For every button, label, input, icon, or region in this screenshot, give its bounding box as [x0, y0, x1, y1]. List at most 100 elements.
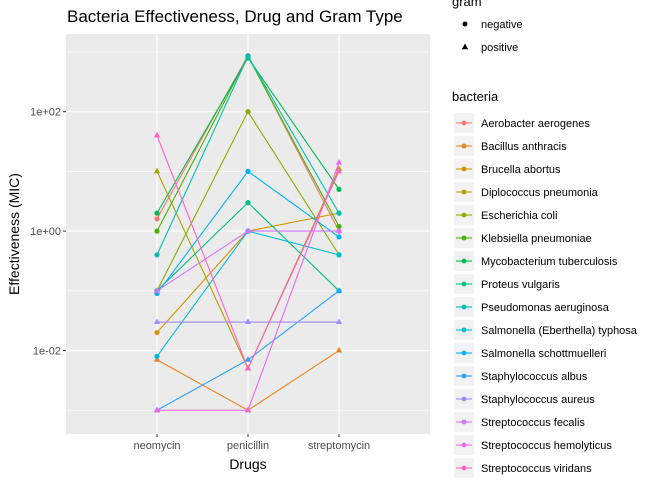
- legend-item-label: Salmonella (Eberthella) typhosa: [481, 325, 638, 337]
- data-point: [153, 356, 161, 362]
- legend-item: Mycobacterium tuberculosis: [454, 251, 618, 271]
- data-point: [245, 200, 251, 206]
- legend-key-point: [461, 235, 467, 241]
- x-tick-label: penicillin: [227, 440, 269, 452]
- legend-gram-positive-label: positive: [481, 42, 518, 54]
- legend-item-label: Proteus vulgaris: [481, 279, 560, 291]
- data-point: [336, 210, 342, 216]
- data-point: [335, 227, 343, 234]
- legend-item: Staphylococcus aureus: [454, 389, 595, 409]
- data-point: [153, 406, 161, 413]
- legend-item-label: Streptococcus fecalis: [481, 417, 585, 429]
- data-point: [245, 168, 251, 174]
- legend-item: Streptococcus hemolyticus: [454, 435, 612, 455]
- legend-item-label: Salmonella schottmuelleri: [481, 348, 606, 360]
- data-point: [154, 216, 160, 222]
- legend-key-point: [461, 258, 467, 264]
- data-point: [153, 167, 161, 174]
- legend-key-point: [461, 143, 467, 149]
- legend-key-point: [461, 281, 467, 287]
- legend-item: Brucella abortus: [454, 159, 561, 179]
- data-point: [336, 223, 342, 229]
- y-axis-label: Effectiveness (MIC): [6, 173, 22, 295]
- legend-item-label: Klebsiella pneumoniae: [481, 233, 592, 245]
- data-point: [153, 287, 161, 293]
- series-pseudomonas-aeruginosa: [154, 53, 342, 258]
- legend-gram-positive-key: [461, 43, 469, 50]
- legend-item-label: Diplococcus pneumonia: [481, 187, 599, 199]
- series-streptococcus-fecalis: [153, 227, 343, 293]
- legend-item-label: Staphylococcus albus: [481, 371, 588, 383]
- data-point: [244, 356, 252, 362]
- data-point: [335, 287, 343, 293]
- axes-layer: 1e-02 1e+00 1e+02 neomycin penicillin strepto…: [30, 107, 370, 452]
- series-staphylococcus-aureus: [153, 318, 343, 325]
- legend-gram-negative-label: negative: [481, 19, 523, 31]
- legend-key-point: [461, 189, 467, 195]
- data-point: [245, 109, 251, 115]
- legend-key-point: [461, 419, 467, 425]
- data-point: [153, 131, 161, 138]
- legend-key-point: [461, 120, 467, 126]
- data-point: [154, 252, 160, 258]
- legend-item-label: Escherichia coli: [481, 210, 557, 222]
- data-point: [335, 346, 343, 353]
- data-point: [336, 252, 342, 258]
- data-point: [154, 210, 160, 216]
- legend-bacteria-title: bacteria: [452, 89, 499, 104]
- legend-item-label: Bacillus anthracis: [481, 141, 567, 153]
- data-point: [336, 234, 342, 240]
- series-streptococcus-hemolyticus: [153, 159, 343, 413]
- legend-item: Diplococcus pneumonia: [454, 182, 599, 202]
- legend-item: Staphylococcus albus: [454, 366, 588, 386]
- legend-item: Pseudomonas aeruginosa: [454, 297, 610, 317]
- legend-item-label: Streptococcus hemolyticus: [481, 440, 612, 452]
- legend-item: Klebsiella pneumoniae: [454, 228, 592, 248]
- legend-key-point: [461, 327, 467, 333]
- legend-item: Escherichia coli: [454, 205, 557, 225]
- y-tick-label: 1e+00: [30, 226, 61, 238]
- legend-gram-negative-key: [462, 21, 468, 27]
- data-point: [335, 159, 343, 165]
- data-point: [154, 329, 160, 336]
- legend-item: Aerobacter aerogenes: [454, 113, 590, 133]
- data-point: [335, 318, 343, 325]
- legend-item: Salmonella schottmuelleri: [454, 343, 606, 363]
- y-tick-label: 1e-02: [33, 346, 61, 358]
- legend-item: Bacillus anthracis: [454, 136, 567, 156]
- legend-gram-title: gram: [452, 0, 482, 9]
- x-tick-label: streptomycin: [308, 440, 370, 452]
- legend-key-point: [461, 166, 467, 172]
- series-salmonella-schottmuelleri: [154, 168, 342, 297]
- legend-item: Streptococcus fecalis: [454, 412, 585, 432]
- legend-key-point: [461, 442, 467, 448]
- legend-item-label: Brucella abortus: [481, 164, 561, 176]
- chart-title: Bacteria Effectiveness, Drug and Gram Ty…: [67, 7, 403, 26]
- data-point: [154, 353, 160, 359]
- x-tick-label: neomycin: [133, 440, 180, 452]
- legend-item: Streptococcus viridans: [454, 458, 592, 478]
- legend-bacteria: bacteria Aerobacter aerogenes Bacillus an…: [452, 89, 638, 478]
- legend-key-point: [461, 304, 467, 310]
- legend-item-label: Mycobacterium tuberculosis: [481, 256, 618, 268]
- legend-key-point: [461, 350, 467, 356]
- data-point: [244, 364, 252, 371]
- legend-item-label: Pseudomonas aeruginosa: [481, 302, 610, 314]
- series-layer: [153, 52, 343, 413]
- legend-item: Proteus vulgaris: [454, 274, 560, 294]
- legend-item: Salmonella (Eberthella) typhosa: [454, 320, 638, 340]
- data-point: [244, 406, 252, 413]
- legend-item-label: Streptococcus viridans: [481, 463, 592, 475]
- data-point: [335, 167, 343, 174]
- legend-gram: gram negative positive: [452, 0, 523, 54]
- legend-key-point: [461, 373, 467, 379]
- data-point: [244, 318, 252, 325]
- data-point: [154, 228, 160, 234]
- y-tick-label: 1e+02: [30, 107, 61, 119]
- data-point: [153, 318, 161, 325]
- legend-key-point: [461, 396, 467, 402]
- legend-key-point: [461, 465, 467, 471]
- legend-item-label: Staphylococcus aureus: [481, 394, 595, 406]
- data-point: [245, 53, 251, 59]
